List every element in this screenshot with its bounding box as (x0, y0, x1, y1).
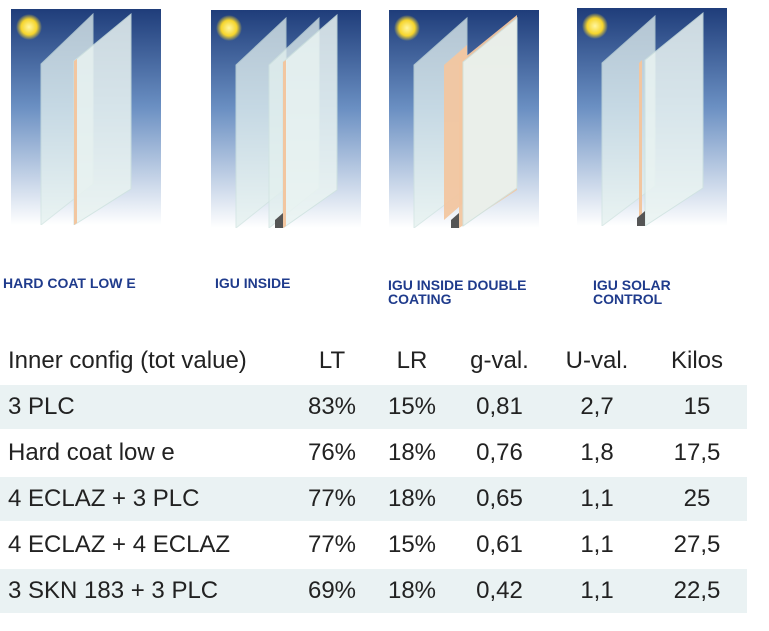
panel-igu-inside (211, 10, 361, 228)
table-row: 3 SKN 183 + 3 PLC 69% 18% 0,42 1,1 22,5 (0, 569, 747, 613)
sun-icon (216, 15, 242, 41)
cell-g-value: 0,61 (452, 523, 547, 567)
table-header-row: Inner config (tot value) LT LR g-val. U-… (0, 339, 747, 383)
caption-line1: IGU INSIDE DOUBLE (388, 277, 527, 293)
cell-lt: 83% (292, 385, 372, 429)
glass-pane-inner (462, 16, 518, 227)
caption-igu-inside: IGU INSIDE (215, 276, 290, 290)
spacer-bar (451, 213, 459, 228)
sun-icon (582, 13, 608, 39)
cell-u-value: 2,7 (547, 385, 647, 429)
glazing-properties-table: Inner config (tot value) LT LR g-val. U-… (0, 337, 747, 615)
cell-lt: 77% (292, 523, 372, 567)
column-header-g-value: g-val. (452, 339, 547, 383)
cell-kilos: 27,5 (647, 523, 747, 567)
glazing-illustration (577, 8, 727, 226)
glass-pane-inner (644, 11, 704, 226)
cell-kilos: 22,5 (647, 569, 747, 613)
cell-config: 3 PLC (0, 385, 292, 429)
cell-lt: 76% (292, 431, 372, 475)
caption-line1: HARD COAT LOW E (3, 275, 136, 291)
caption-igu-solar-control: IGU SOLAR CONTROL (593, 278, 671, 306)
glazing-illustration (211, 10, 361, 228)
cell-config: 3 SKN 183 + 3 PLC (0, 569, 292, 613)
cell-kilos: 25 (647, 477, 747, 521)
cell-g-value: 0,76 (452, 431, 547, 475)
panel-igu-solar-control (577, 8, 727, 226)
cell-lr: 18% (372, 569, 452, 613)
column-header-kilos: Kilos (647, 339, 747, 383)
cell-g-value: 0,42 (452, 569, 547, 613)
cell-kilos: 15 (647, 385, 747, 429)
column-header-lr: LR (372, 339, 452, 383)
panel-hard-coat-low-e (11, 9, 161, 225)
cell-u-value: 1,1 (547, 477, 647, 521)
caption-hard-coat-low-e: HARD COAT LOW E (3, 276, 136, 290)
column-header-lt: LT (292, 339, 372, 383)
cell-g-value: 0,65 (452, 477, 547, 521)
sun-icon (16, 14, 42, 40)
glazing-illustration (11, 9, 161, 225)
caption-line1: IGU INSIDE (215, 275, 291, 291)
cell-u-value: 1,8 (547, 431, 647, 475)
table-row: Hard coat low e 76% 18% 0,76 1,8 17,5 (0, 431, 747, 475)
caption-line1: IGU SOLAR (593, 277, 671, 293)
caption-line2: COATING (388, 291, 452, 307)
coating-layer (283, 60, 286, 228)
cell-lt: 77% (292, 477, 372, 521)
caption-line2: CONTROL (593, 291, 663, 307)
cell-lr: 15% (372, 385, 452, 429)
coating-layer (639, 60, 642, 226)
column-header-config: Inner config (tot value) (0, 339, 292, 383)
cell-lr: 18% (372, 431, 452, 475)
cell-u-value: 1,1 (547, 569, 647, 613)
spacer-bar (275, 213, 283, 228)
table-row: 3 PLC 83% 15% 0,81 2,7 15 (0, 385, 747, 429)
cell-config: 4 ECLAZ + 4 ECLAZ (0, 523, 292, 567)
glazing-illustration (389, 10, 539, 228)
table-row: 4 ECLAZ + 4 ECLAZ 77% 15% 0,61 1,1 27,5 (0, 523, 747, 567)
spacer-bar (637, 211, 645, 226)
cell-lr: 18% (372, 477, 452, 521)
table-row: 4 ECLAZ + 3 PLC 77% 18% 0,65 1,1 25 (0, 477, 747, 521)
cell-kilos: 17,5 (647, 431, 747, 475)
cell-config: 4 ECLAZ + 3 PLC (0, 477, 292, 521)
cell-config: Hard coat low e (0, 431, 292, 475)
coating-layer (74, 59, 77, 225)
cell-g-value: 0,81 (452, 385, 547, 429)
sun-icon (394, 15, 420, 41)
cell-lr: 15% (372, 523, 452, 567)
cell-u-value: 1,1 (547, 523, 647, 567)
panel-igu-inside-double-coating (389, 10, 539, 228)
column-header-u-value: U-val. (547, 339, 647, 383)
caption-igu-inside-double-coating: IGU INSIDE DOUBLE COATING (388, 278, 526, 306)
cell-lt: 69% (292, 569, 372, 613)
